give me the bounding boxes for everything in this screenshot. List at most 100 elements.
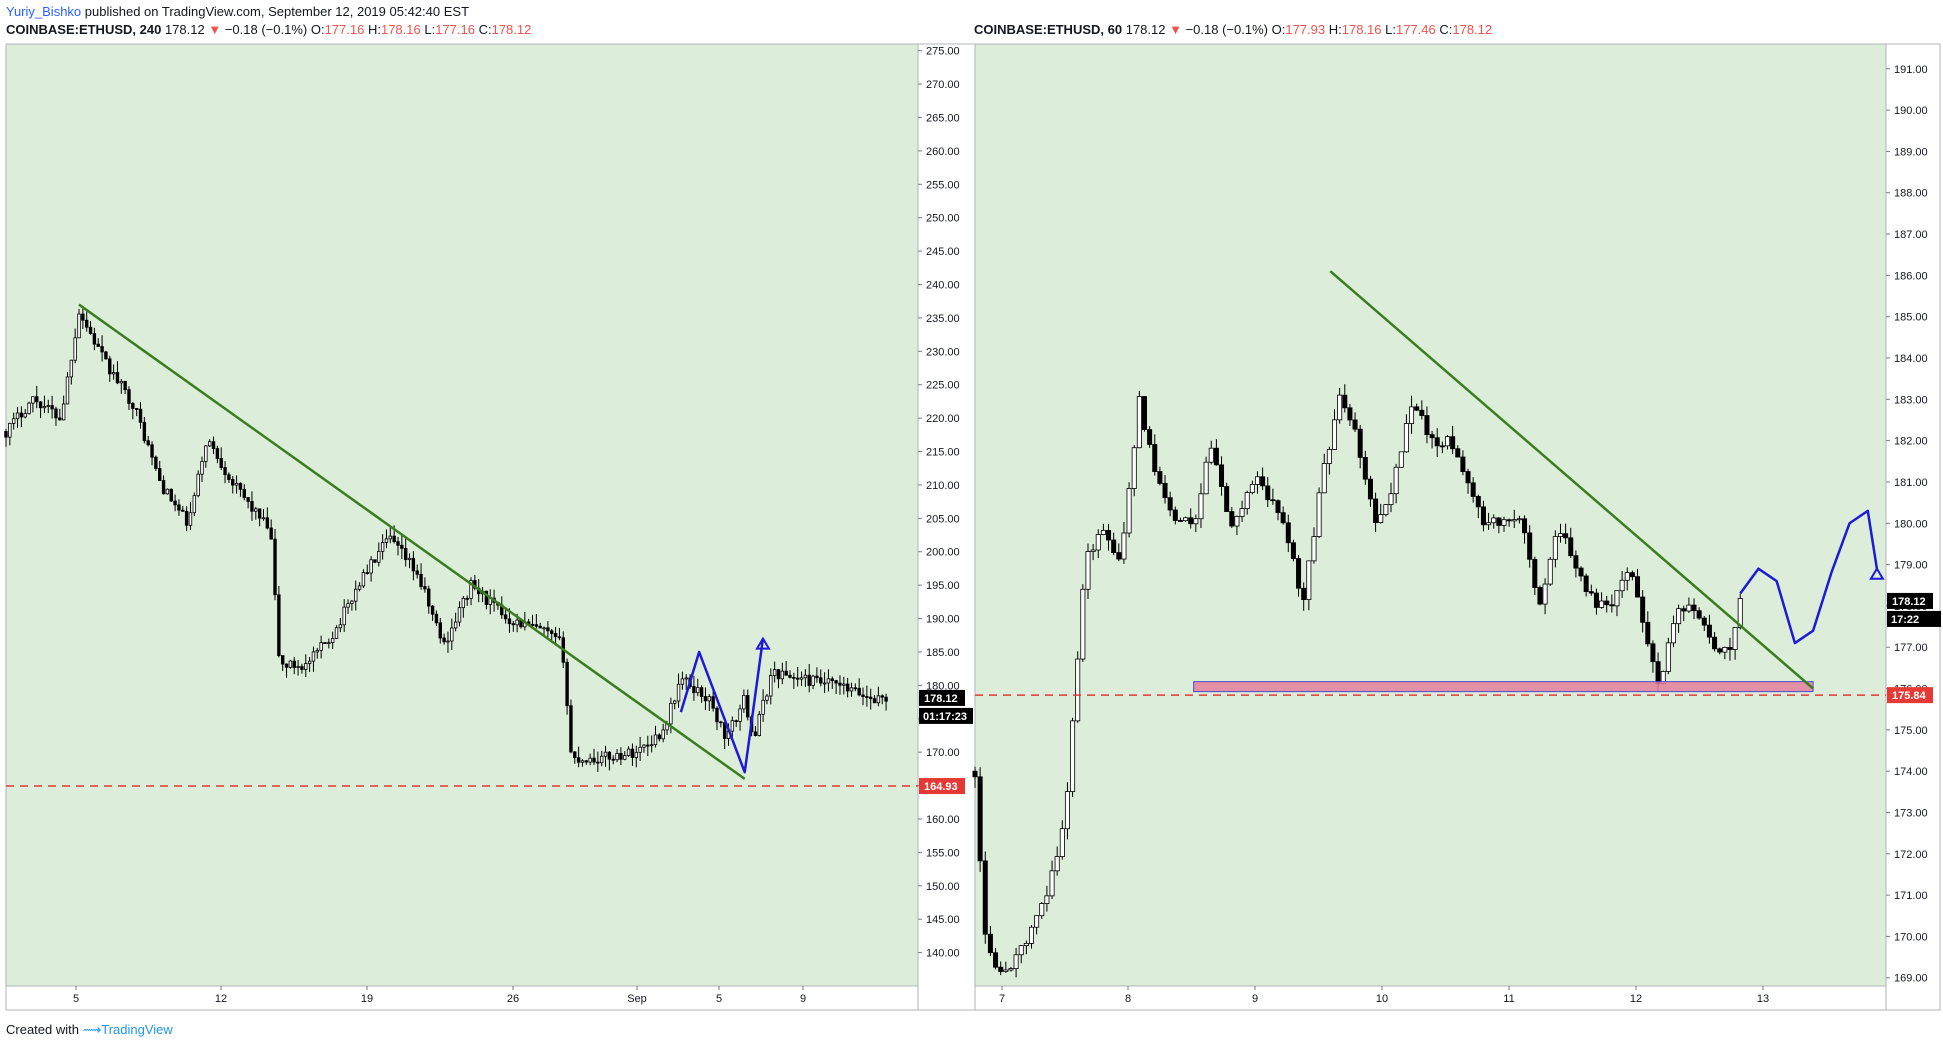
left-candle-body [361, 572, 366, 587]
right-candle-body [1224, 486, 1230, 512]
left-candle-body [573, 751, 577, 759]
left-candle-body [776, 669, 781, 680]
left-candle-body [354, 588, 358, 602]
right-candle-body [1491, 517, 1497, 524]
left-candle-body [803, 674, 808, 679]
left-candle-body [869, 696, 873, 700]
left-candle-body [319, 642, 323, 651]
left-candle-body [250, 501, 254, 512]
left-candle-body [569, 705, 573, 753]
left-candle-body [865, 696, 869, 698]
right-candle-body [1424, 415, 1430, 435]
right-candle-body [1080, 588, 1086, 660]
left-o-label: O: [310, 22, 325, 37]
left-candle-body [73, 337, 77, 361]
author-link[interactable]: Yuriy_Bishko [6, 4, 82, 19]
left-candle-body [676, 683, 681, 702]
left-l-label: L: [424, 22, 436, 37]
right-candle-body [1378, 514, 1384, 523]
left-candle-body [327, 642, 331, 645]
right-candle-body [982, 860, 988, 935]
left-x-tick-label: 5 [716, 993, 722, 1005]
left-candle-body [96, 343, 100, 347]
left-candle-body [131, 403, 135, 409]
right-candle-body [1414, 406, 1420, 411]
left-candle-body [27, 402, 31, 415]
left-candle-body [146, 440, 150, 446]
right-candle-body [1475, 496, 1481, 508]
right-candle-body [1681, 608, 1687, 612]
right-candle-body [1172, 509, 1178, 521]
right-candle-body [1583, 575, 1589, 593]
right-candle-body [1208, 447, 1214, 463]
tradingview-brand[interactable]: TradingView [101, 1022, 173, 1037]
left-candle-body [192, 495, 197, 514]
right-projection-arrowhead-icon [1869, 566, 1885, 580]
right-candle-body [1306, 560, 1312, 600]
right-candle-body [1511, 519, 1517, 522]
left-candle-body [265, 517, 270, 529]
left-y-tick-label: 205.00 [926, 513, 960, 525]
left-candle-body [584, 760, 589, 763]
publish-text: published on TradingView.com, September … [81, 4, 470, 19]
left-candle-body [54, 408, 58, 419]
tradingview-logo-icon: ⟿ [82, 1022, 102, 1037]
left-candle-body [884, 696, 888, 702]
left-y-tick-label: 200.00 [926, 547, 960, 559]
right-candle-body [1686, 604, 1692, 612]
right-candle-body [1568, 537, 1574, 557]
left-candle-body [311, 651, 316, 662]
left-candle-body [457, 607, 462, 623]
right-y-tick-label: 182.00 [1894, 436, 1928, 448]
left-candle-body [757, 713, 761, 736]
left-candle-body [11, 418, 16, 424]
left-candle-body [511, 623, 515, 626]
right-y-tick-label: 185.00 [1894, 312, 1928, 324]
left-candle-body [711, 696, 715, 709]
right-candle-body [1290, 542, 1296, 559]
left-y-tick-label: 245.00 [926, 246, 960, 258]
left-projection-arrowhead-icon [755, 636, 771, 650]
right-candle-body [1419, 409, 1425, 416]
left-candle-body [646, 744, 650, 747]
right-candle-body [1270, 499, 1276, 502]
left-candle-body [765, 695, 769, 701]
left-candle-body [661, 729, 665, 740]
left-y-tick-label: 170.00 [926, 747, 960, 759]
left-candle-body [334, 627, 339, 639]
right-candle-body [1486, 522, 1492, 526]
left-candle-body [19, 412, 24, 418]
right-candle-body [1244, 492, 1250, 509]
left-candle-body [50, 405, 54, 410]
left-candle-body [446, 640, 450, 643]
right-chart: 169.00 170.00 171.00 172.00 173.00 174.00 175.… [972, 43, 1941, 1011]
right-x-tick-label: 10 [1376, 993, 1388, 1005]
right-candle-body [1249, 483, 1255, 493]
right-y-tick-label: 170.00 [1894, 931, 1928, 943]
left-candle-body [380, 542, 385, 552]
right-o-label: O: [1271, 22, 1286, 37]
left-candle-body [323, 642, 327, 644]
left-candle-body [92, 333, 97, 345]
left-candle-body [127, 389, 131, 404]
left-y-tick-label: 195.00 [926, 580, 960, 592]
left-candle-body [242, 488, 246, 498]
left-y-tick-label: 155.00 [926, 847, 960, 859]
right-symbol[interactable]: COINBASE:ETHUSD, 60 [974, 22, 1123, 37]
left-candle-body [592, 757, 596, 763]
left-candle-body [211, 441, 216, 450]
right-candle-body [1095, 534, 1101, 551]
left-candle-body [138, 408, 143, 423]
left-candle-body [619, 753, 623, 760]
left-level-tag: 164.93 [924, 781, 958, 793]
left-change: −0.18 (−0.1%) [224, 22, 308, 37]
left-symbol[interactable]: COINBASE:ETHUSD, 240 [6, 22, 162, 37]
left-candle-body [38, 401, 43, 409]
right-candle-body [1532, 558, 1538, 588]
right-candle-body [1496, 517, 1502, 526]
right-h-label: H: [1328, 22, 1342, 37]
right-last: 178.12 [1125, 22, 1166, 37]
left-candle-body [653, 734, 658, 746]
